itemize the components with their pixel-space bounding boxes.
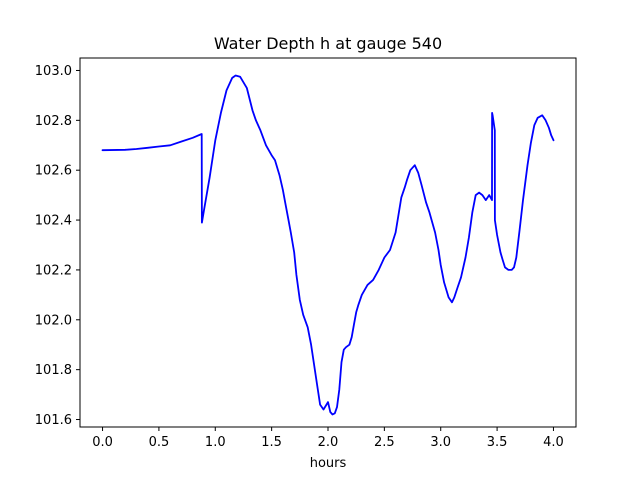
x-tick-label: 4.0: [543, 435, 564, 450]
plot-area: [79, 57, 577, 428]
plot-frame: [79, 57, 577, 428]
x-axis: 0.0 0.5 1.0 1.5 2.0 2.5 3.0 3.5 4.0: [92, 427, 564, 450]
series-line: [101, 74, 555, 416]
y-tick-label: 101.8: [35, 363, 72, 378]
x-tick-label: 3.5: [487, 435, 508, 450]
y-tick-label: 102.8: [35, 114, 72, 129]
y-tick-label: 102.0: [35, 313, 72, 328]
y-tick-label: 101.6: [35, 413, 72, 428]
y-axis: 101.6 101.8 102.0 102.2 102.4 102.6 102.8 103.0: [35, 64, 80, 428]
x-tick-label: 0.5: [149, 435, 170, 450]
x-tick-label: 1.0: [205, 435, 226, 450]
x-tick-label: 3.0: [430, 435, 451, 450]
y-tick-label: 102.4: [35, 214, 72, 229]
x-tick-label: 2.5: [374, 435, 395, 450]
x-tick-label: 2.0: [318, 435, 339, 450]
x-axis-label: hours: [310, 456, 347, 471]
chart-title: Water Depth h at gauge 540: [214, 34, 442, 53]
x-tick-label: 0.0: [92, 435, 113, 450]
y-tick-label: 103.0: [35, 64, 72, 79]
y-tick-label: 102.2: [35, 263, 72, 278]
x-tick-label: 1.5: [261, 435, 282, 450]
y-tick-label: 102.6: [35, 164, 72, 179]
